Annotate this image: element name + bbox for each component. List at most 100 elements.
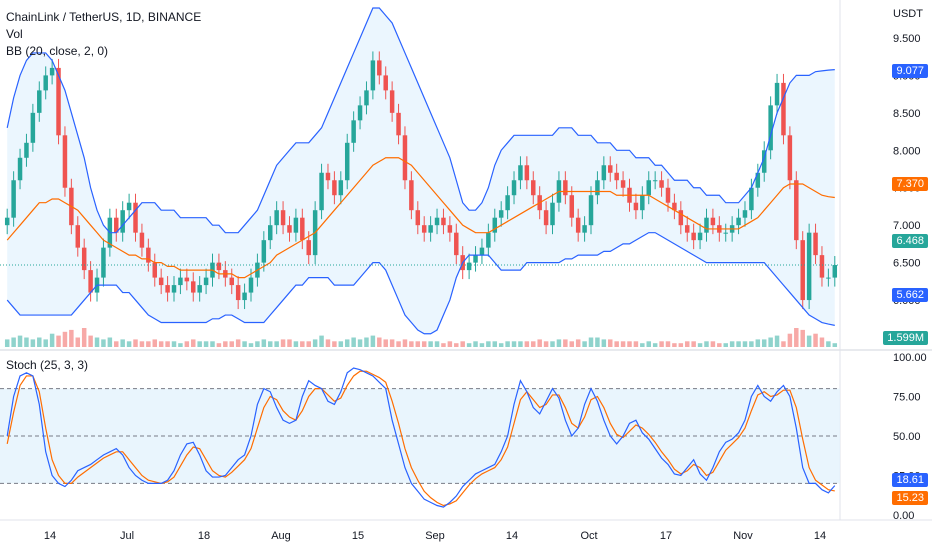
volume-bar — [383, 339, 388, 347]
candle-body — [17, 157, 23, 181]
volume-bar — [518, 341, 523, 347]
volume-bar — [255, 341, 260, 347]
price-pane[interactable] — [0, 7, 840, 335]
candle-body — [614, 172, 619, 181]
time-tick-label: 14 — [44, 530, 56, 542]
volume-bar — [300, 341, 305, 347]
candle-body — [197, 285, 202, 293]
volume-bar — [742, 341, 748, 347]
volume-bar — [11, 337, 16, 347]
volume-bar — [357, 339, 363, 347]
candle-body — [146, 247, 151, 263]
volume-bar — [498, 343, 504, 347]
candle-body — [518, 165, 523, 181]
candle-body — [184, 277, 190, 282]
candle-body — [126, 202, 132, 211]
price-tick-label: 8.000 — [893, 145, 921, 157]
candle-body — [511, 180, 517, 196]
volume-bar — [409, 341, 414, 347]
stoch-tick-label: 75.00 — [893, 392, 921, 404]
bollinger-legend[interactable]: BB (20, close, 2, 0) — [6, 44, 109, 58]
volume-bar — [640, 343, 645, 347]
volume-bar — [659, 341, 664, 347]
volume-bar — [595, 337, 600, 347]
volume-bar — [126, 341, 132, 347]
volume-bar — [287, 339, 292, 347]
stoch-d-last-label: 15.23 — [892, 491, 928, 505]
volume-bar — [319, 335, 324, 347]
volume-bar — [550, 341, 555, 347]
volume-bar — [332, 341, 337, 347]
volume-bar — [229, 341, 234, 347]
volume-bar — [447, 341, 453, 347]
candle-body — [479, 247, 485, 256]
volume-bar — [351, 337, 356, 347]
candle-body — [81, 247, 87, 271]
candle-body — [620, 180, 626, 188]
volume-bar — [601, 339, 607, 347]
volume-bar — [133, 339, 138, 347]
volume-bar — [582, 341, 587, 347]
candle-body — [300, 217, 305, 241]
time-tick-label: Jul — [120, 530, 134, 542]
volume-bar — [729, 341, 735, 347]
candle-body — [691, 232, 696, 241]
volume-bar — [813, 333, 818, 347]
candle-body — [364, 90, 369, 106]
candle-body — [601, 165, 607, 181]
candle-body — [633, 202, 639, 211]
volume-bar — [755, 339, 761, 347]
volume-bar — [646, 341, 651, 347]
stochastic-pane[interactable] — [0, 367, 840, 508]
candle-body — [704, 217, 709, 233]
symbol-title[interactable]: ChainLink / TetherUS, 1D, BINANCE — [6, 10, 202, 24]
time-tick-label: 17 — [660, 530, 672, 542]
candle-body — [531, 180, 536, 196]
volume-bar — [537, 339, 542, 347]
candle-body — [383, 75, 388, 91]
volume-bar — [62, 331, 68, 347]
candle-body — [466, 262, 472, 271]
stoch-tick-label: 0.00 — [893, 510, 914, 522]
volume-bar — [691, 341, 696, 347]
candle-body — [492, 217, 498, 233]
volume-bar — [492, 341, 498, 347]
candle-body — [447, 225, 453, 233]
candle-body — [248, 277, 254, 293]
candle-body — [120, 210, 125, 233]
candle-body — [267, 225, 273, 241]
volume-bar — [556, 339, 562, 347]
candle-body — [428, 225, 433, 233]
volume-bar — [665, 341, 671, 347]
candle-body — [178, 277, 183, 286]
candle-body — [543, 210, 549, 226]
stochastic-legend[interactable]: Stoch (25, 3, 3) — [6, 358, 89, 372]
candle-body — [4, 217, 10, 226]
volume-bar — [684, 341, 690, 347]
price-tick-label: 9.500 — [893, 33, 921, 45]
volume-bar — [178, 343, 183, 347]
volume-legend[interactable]: Vol — [6, 27, 23, 41]
candle-body — [280, 210, 286, 226]
volume-bar — [826, 341, 831, 347]
candle-body — [30, 112, 36, 143]
candle-body — [794, 180, 799, 241]
volume-bar — [672, 343, 677, 347]
volume-bar — [280, 339, 286, 347]
candle-body — [261, 240, 267, 263]
volume-bar — [81, 328, 87, 347]
candle-body — [191, 281, 196, 293]
volume-bar — [49, 333, 55, 347]
candle-body — [550, 202, 555, 226]
candle-body — [749, 187, 754, 211]
candle-body — [640, 195, 645, 211]
time-tick-label: 15 — [352, 530, 364, 542]
basis-price-label: 7.370 — [892, 177, 928, 191]
candle-body — [357, 105, 363, 121]
volume-bar — [242, 341, 247, 347]
volume-bar — [30, 339, 36, 347]
candle-body — [351, 120, 356, 143]
volume-bar — [800, 329, 805, 347]
candle-body — [43, 75, 48, 91]
